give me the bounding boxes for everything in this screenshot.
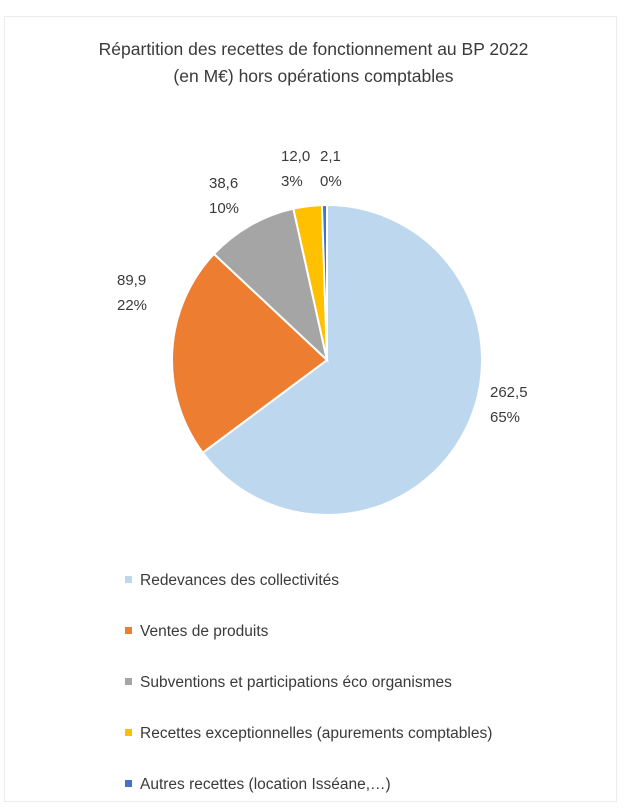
data-label-value-2: 38,6 xyxy=(209,175,238,192)
data-label-percent-2: 10% xyxy=(209,200,239,217)
chart-title-line1: Répartition des recettes de fonctionneme… xyxy=(98,39,529,59)
legend-label: Redevances des collectivités xyxy=(140,572,340,589)
pie-slice-2 xyxy=(212,207,329,363)
legend-item-0: Redevances des collectivités xyxy=(125,571,339,591)
legend-swatch xyxy=(125,576,132,584)
legend-item-4: Autres recettes (location Isséane,…) xyxy=(125,775,391,795)
legend-label: Autres recettes (location Isséane,…) xyxy=(140,776,391,793)
chart-subtitle: (en M€) hors opérations comptables xyxy=(173,66,454,86)
pie-slice-4 xyxy=(320,203,328,361)
data-label-percent-3: 3% xyxy=(281,173,303,190)
data-label-value-1: 89,9 xyxy=(117,272,146,289)
legend-label: Subventions et participations éco organi… xyxy=(140,674,452,691)
data-label-percent-0: 65% xyxy=(490,409,520,426)
legend-item-2: Subventions et participations éco organi… xyxy=(125,673,452,693)
pie-slice-1 xyxy=(171,252,329,455)
data-label-value-0: 262,5 xyxy=(490,384,528,401)
data-label-percent-1: 22% xyxy=(117,297,147,314)
legend-item-3: Recettes exceptionnelles (apurements com… xyxy=(125,724,492,744)
data-label-value-4: 2,1 xyxy=(320,148,341,165)
legend-item-1: Ventes de produits xyxy=(125,622,268,642)
pie-slice-0 xyxy=(201,203,483,516)
legend-swatch xyxy=(125,627,132,635)
data-label-percent-4: 0% xyxy=(320,173,342,190)
legend-label: Ventes de produits xyxy=(140,623,269,640)
legend-swatch xyxy=(125,678,132,686)
chart-title: Répartition des recettes de fonctionneme… xyxy=(0,36,627,90)
legend-label: Recettes exceptionnelles (apurements com… xyxy=(140,725,493,742)
legend-swatch xyxy=(125,780,132,788)
data-label-value-3: 12,0 xyxy=(281,148,310,165)
legend-swatch xyxy=(125,729,132,737)
